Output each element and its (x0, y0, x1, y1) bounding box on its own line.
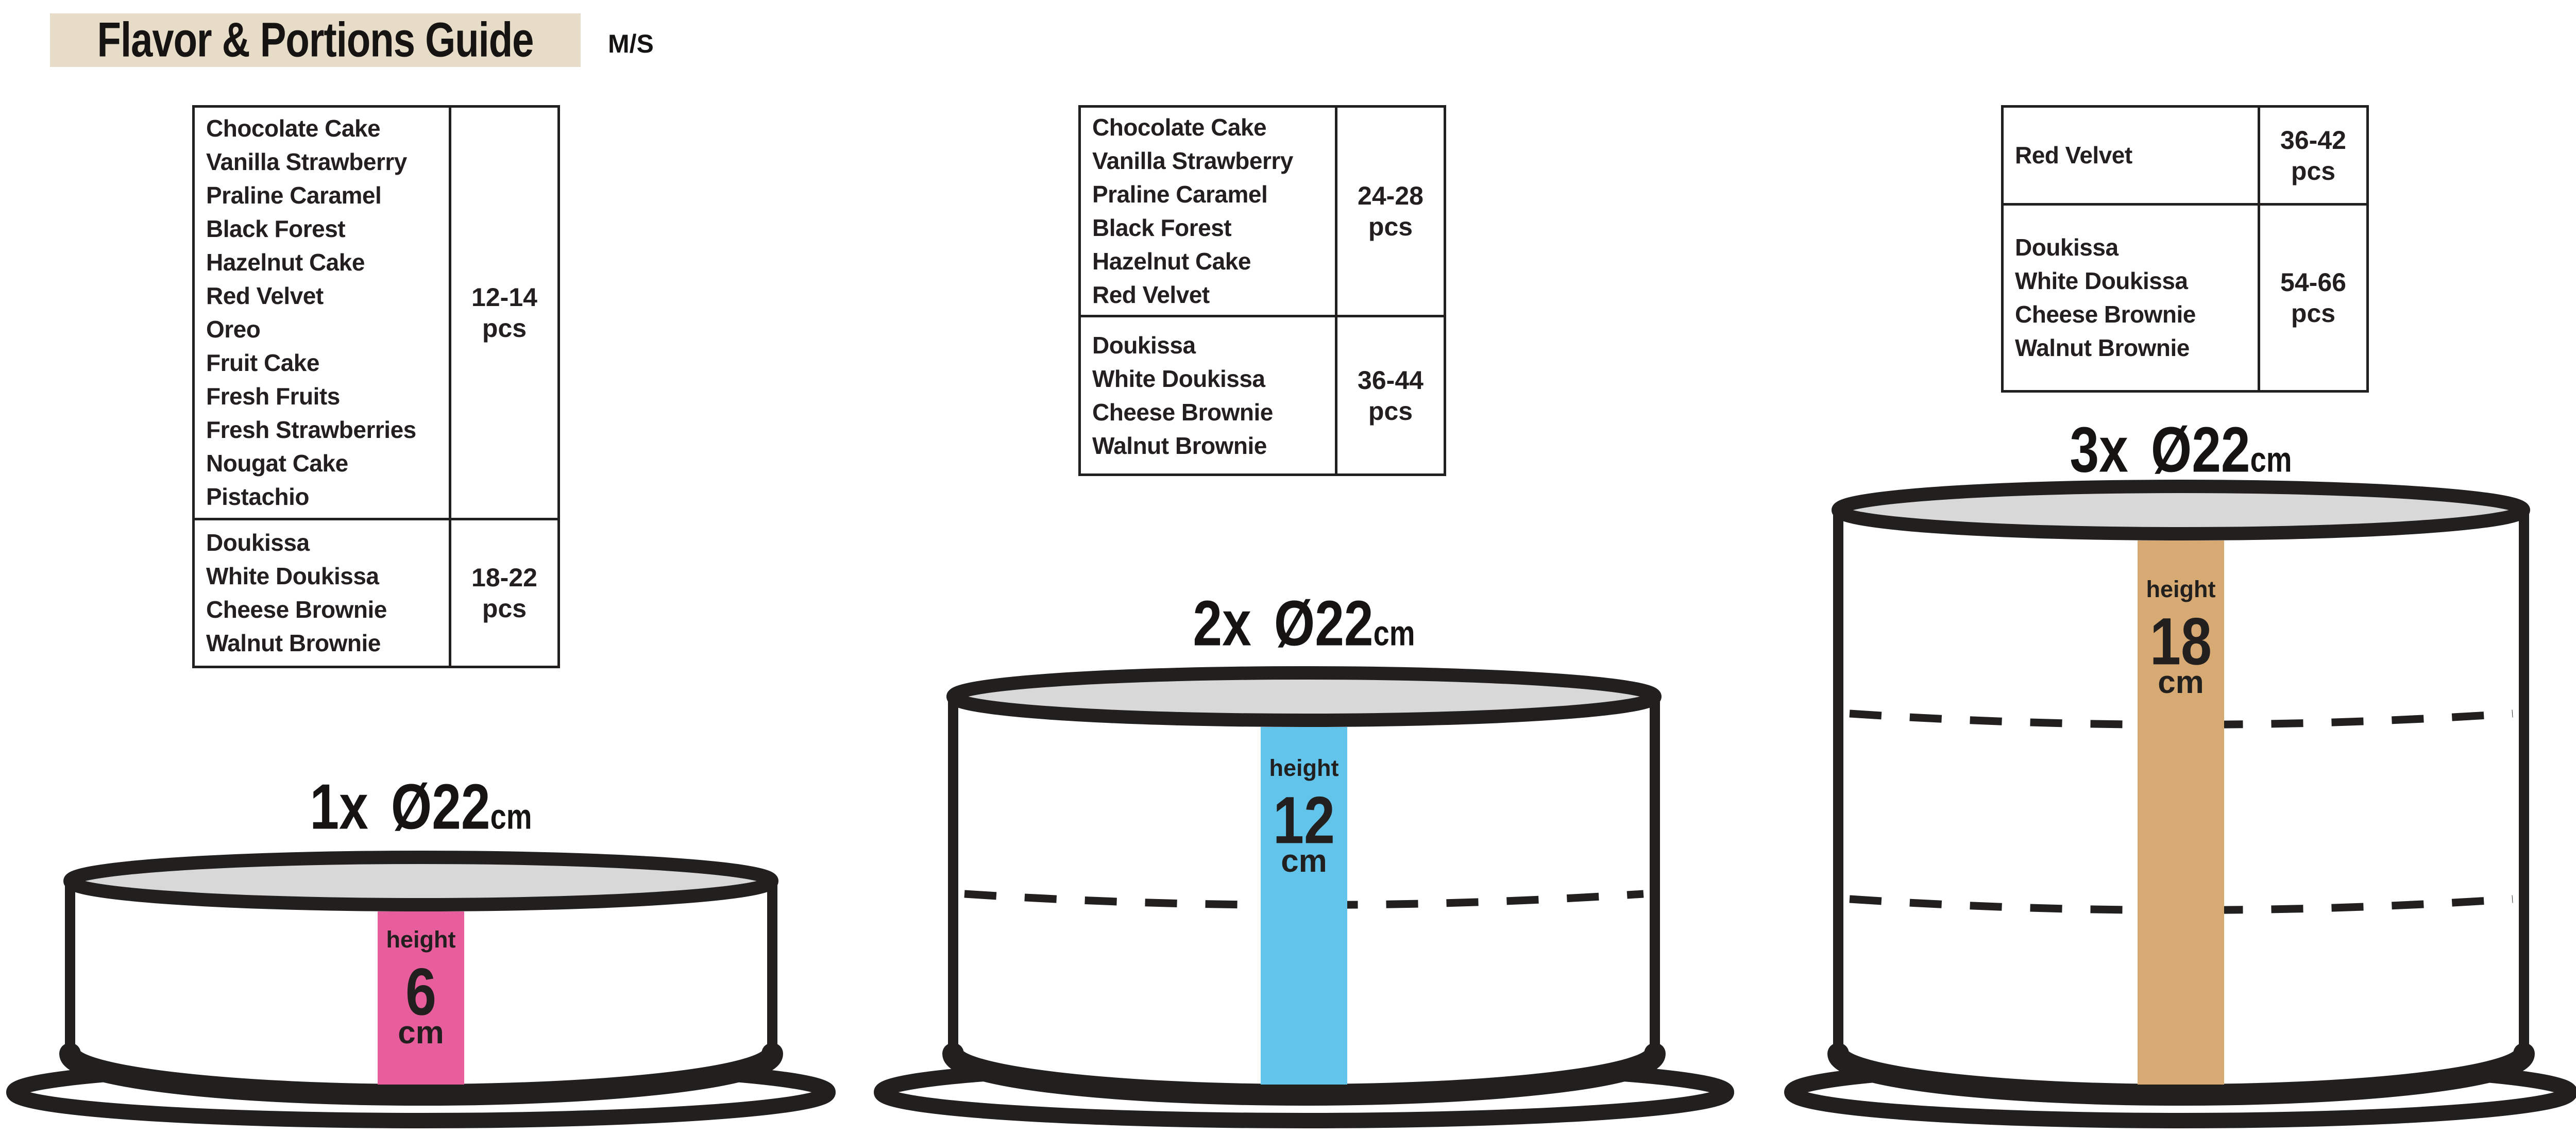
cake-3-size-label: 3x Ø22cm (1923, 414, 2438, 487)
cake-3-diameter: Ø22 (2150, 414, 2250, 486)
height-value: 12 (1273, 782, 1335, 857)
height-unit: cm (2158, 665, 2204, 700)
cake-2-diameter-unit: cm (1373, 613, 1415, 653)
portion-count: 18-22 pcs (449, 520, 557, 666)
height-word: height (386, 926, 456, 953)
height-word: height (1269, 755, 1339, 781)
portions-table-2: Chocolate Cake Vanilla Strawberry Pralin… (1078, 105, 1446, 476)
cake-3-diameter-unit: cm (2250, 439, 2292, 480)
cake-1-multiplier: 1x (310, 771, 368, 843)
portion-range: 12-14 (471, 283, 537, 312)
portion-count: 36-42 pcs (2258, 108, 2366, 203)
portion-unit: pcs (1368, 212, 1413, 241)
height-value: 6 (405, 954, 437, 1029)
portions-table-3: Red Velvet 36-42 pcs Doukissa White Douk… (2001, 105, 2369, 393)
portion-range: 36-42 (2280, 125, 2346, 155)
table-row: Chocolate Cake Vanilla Strawberry Pralin… (195, 108, 557, 518)
height-value: 18 (2149, 603, 2212, 679)
flavor-list: Chocolate Cake Vanilla Strawberry Pralin… (206, 115, 416, 510)
portion-range: 18-22 (471, 563, 537, 592)
portion-count: 12-14 pcs (449, 108, 557, 518)
page-title-text: Flavor & Portions Guide (97, 12, 534, 67)
cake-3-top-surface (1832, 480, 2530, 540)
flavor-list: Doukissa White Doukissa Cheese Brownie W… (2015, 234, 2196, 361)
portion-unit: pcs (482, 594, 527, 623)
portion-range: 24-28 (1358, 181, 1423, 210)
page-title: Flavor & Portions Guide (50, 12, 581, 67)
flavor-list: Chocolate Cake Vanilla Strawberry Pralin… (1092, 114, 1293, 308)
portion-range: 36-44 (1358, 365, 1423, 395)
cake-2-height-strip: height 12 cm (1261, 727, 1347, 1085)
table-row: Chocolate Cake Vanilla Strawberry Pralin… (1081, 108, 1444, 315)
cake-2-bottom-band (942, 1043, 1666, 1106)
height-unit: cm (398, 1015, 444, 1051)
table-row: Doukissa White Doukissa Cheese Brownie W… (1081, 315, 1444, 473)
cake-2-diameter: Ø22 (1274, 587, 1374, 659)
portion-unit: pcs (2291, 299, 2336, 328)
table-row: Doukissa White Doukissa Cheese Brownie W… (2004, 203, 2366, 390)
flavor-list: Doukissa White Doukissa Cheese Brownie W… (206, 529, 387, 656)
height-unit: cm (1281, 843, 1327, 879)
cake-3-bottom-band (1827, 1043, 2535, 1106)
title-tag: M/S (608, 29, 654, 58)
cake-2-multiplier: 2x (1193, 587, 1251, 659)
cake-1-bottom-band (59, 1043, 783, 1106)
portion-count: 36-44 pcs (1335, 317, 1444, 473)
cake-1-height-strip: height 6 cm (378, 911, 464, 1085)
flavor-list: Red Velvet (2015, 142, 2132, 168)
cake-1-top-surface (63, 851, 778, 911)
flavor-list: Doukissa White Doukissa Cheese Brownie W… (1092, 331, 1273, 459)
cake-2-top-surface (946, 666, 1662, 727)
portion-count: 24-28 pcs (1335, 108, 1444, 315)
cake-2-size-label: 2x Ø22cm (1046, 587, 1562, 661)
portions-table-1: Chocolate Cake Vanilla Strawberry Pralin… (192, 105, 560, 668)
height-word: height (2146, 576, 2216, 602)
portion-unit: pcs (482, 314, 527, 343)
table-row: Doukissa White Doukissa Cheese Brownie W… (195, 518, 557, 666)
cake-3-height-strip: height 18 cm (2138, 540, 2224, 1085)
portion-unit: pcs (1368, 396, 1413, 426)
portion-unit: pcs (2291, 156, 2336, 185)
cake-1-diameter-unit: cm (490, 797, 532, 837)
portion-count: 54-66 pcs (2258, 206, 2366, 390)
portion-range: 54-66 (2280, 268, 2346, 297)
cake-3-multiplier: 3x (2070, 414, 2128, 486)
table-row: Red Velvet 36-42 pcs (2004, 108, 2366, 203)
cake-1-size-label: 1x Ø22cm (163, 771, 679, 844)
cake-1-diameter: Ø22 (391, 771, 490, 843)
